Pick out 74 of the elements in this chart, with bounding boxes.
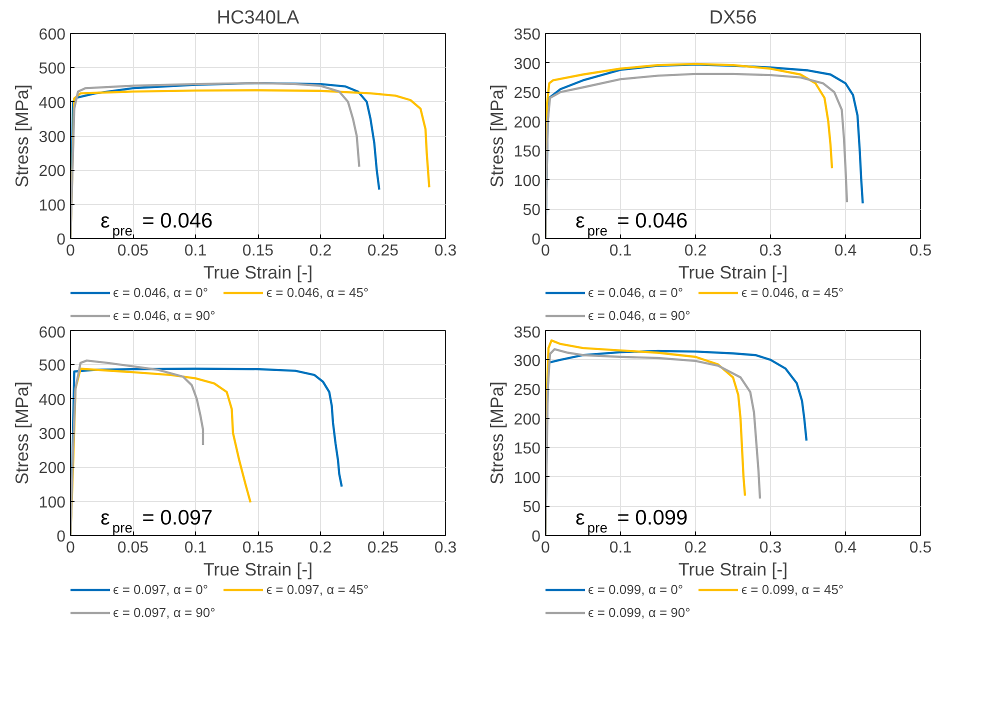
x-tick-label: 0.3: [434, 540, 457, 556]
legend-label: ϵ = 0.097, α = 90°: [113, 605, 216, 620]
legend-label: ϵ = 0.099, α = 0°: [588, 582, 684, 597]
x-tick-label: 0.3: [759, 540, 782, 556]
y-tick-label: 200: [514, 114, 541, 132]
x-tick-label: 0.1: [184, 540, 207, 556]
y-axis-title: Stress [MPa]: [486, 381, 507, 485]
legend-label: ϵ = 0.099, α = 90°: [588, 605, 690, 620]
y-tick-label: 600: [38, 26, 66, 44]
y-tick-label: 350: [514, 324, 541, 342]
y-axis-title: Stress [MPa]: [486, 84, 507, 188]
y-tick-label: 0: [532, 528, 541, 546]
y-tick-label: 100: [514, 470, 541, 487]
legend-label: ϵ = 0.046, α = 90°: [588, 308, 690, 323]
y-tick-label: 100: [38, 494, 66, 512]
x-tick-label: 0.1: [609, 242, 632, 260]
y-tick-label: 300: [38, 426, 66, 443]
y-tick-label: 0: [532, 232, 541, 248]
y-tick-label: 100: [514, 172, 541, 190]
y-axis-title: Stress [MPa]: [12, 84, 32, 188]
y-tick-label: 50: [522, 202, 541, 220]
y-tick-label: 150: [514, 440, 541, 458]
y-tick-label: 100: [38, 197, 66, 214]
legend-label: ϵ = 0.097, α = 45°: [266, 582, 369, 597]
x-tick-label: 0.2: [684, 242, 707, 260]
x-tick-label: 0.3: [434, 242, 457, 260]
legend-label: ϵ = 0.046, α = 0°: [588, 285, 684, 300]
y-tick-label: 250: [514, 382, 541, 400]
x-tick-label: 0.05: [117, 242, 149, 260]
x-tick-label: 0.1: [609, 540, 632, 556]
legend-label: ϵ = 0.046, α = 90°: [113, 308, 216, 323]
x-tick-label: 0.2: [684, 540, 707, 556]
x-tick-label: 0.5: [909, 540, 932, 556]
x-tick-label: 0.4: [834, 540, 857, 556]
x-tick-label: 0.25: [367, 540, 399, 556]
y-tick-label: 150: [514, 144, 541, 161]
x-axis-title: True Strain [-]: [203, 560, 313, 580]
x-tick-label: 0.1: [184, 242, 207, 260]
y-tick-label: 400: [38, 392, 66, 409]
x-tick-label: 0.2: [309, 242, 332, 260]
y-tick-label: 400: [38, 94, 66, 112]
chart-title: DX56: [709, 8, 757, 28]
y-tick-label: 200: [514, 411, 541, 428]
legend-label: ϵ = 0.099, α = 45°: [741, 582, 844, 597]
x-tick-label: 0.05: [117, 540, 149, 556]
x-tick-label: 0.15: [242, 242, 274, 260]
x-tick-label: 0.3: [759, 242, 782, 260]
x-tick-label: 0.25: [367, 242, 399, 260]
y-tick-label: 500: [38, 60, 66, 78]
y-tick-label: 200: [38, 460, 66, 478]
chart-title: HC340LA: [216, 8, 300, 28]
x-axis-title: True Strain [-]: [203, 262, 313, 282]
legend-label: ϵ = 0.046, α = 45°: [266, 285, 369, 300]
x-axis-title: True Strain [-]: [678, 560, 788, 580]
y-tick-label: 250: [514, 85, 541, 102]
x-tick-label: 0.15: [242, 540, 274, 556]
y-tick-label: 300: [514, 352, 541, 370]
y-tick-label: 200: [38, 163, 66, 180]
legend-label: ϵ = 0.046, α = 45°: [741, 285, 844, 300]
x-tick-label: 0.5: [909, 242, 932, 260]
x-axis-title: True Strain [-]: [678, 262, 788, 282]
y-tick-label: 0: [56, 232, 66, 248]
legend-label: ϵ = 0.097, α = 0°: [113, 582, 208, 597]
x-tick-label: 0.2: [309, 540, 332, 556]
legend-label: ϵ = 0.046, α = 0°: [113, 285, 208, 300]
y-tick-label: 500: [38, 358, 66, 375]
y-axis-title: Stress [MPa]: [12, 381, 32, 485]
x-tick-label: 0.4: [834, 242, 857, 260]
y-tick-label: 350: [514, 26, 541, 44]
y-tick-label: 300: [514, 56, 541, 73]
y-tick-label: 50: [522, 499, 541, 516]
y-tick-label: 300: [38, 129, 66, 146]
y-tick-label: 0: [56, 528, 66, 546]
y-tick-label: 600: [38, 324, 66, 342]
